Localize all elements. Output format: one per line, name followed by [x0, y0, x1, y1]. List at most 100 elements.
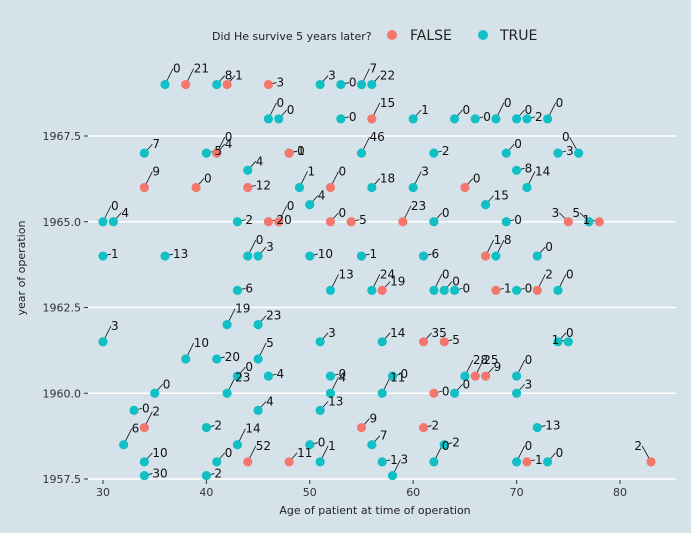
- point-label: 0: [142, 401, 150, 415]
- point-label: 7: [370, 62, 378, 76]
- point-true: [377, 388, 387, 398]
- point-label: 1: [328, 439, 336, 453]
- point-label: 0: [463, 281, 471, 295]
- point-false: [181, 79, 191, 90]
- point-false: [480, 251, 491, 261]
- point-true: [160, 251, 170, 261]
- point-false: [243, 182, 253, 193]
- point-true: [253, 320, 263, 330]
- point-true: [222, 320, 232, 330]
- point-true: [429, 148, 439, 158]
- point-label: 0: [525, 281, 533, 295]
- point-true: [356, 251, 367, 261]
- point-true: [263, 371, 274, 381]
- point-label: 2: [152, 405, 160, 419]
- point-label: 3: [552, 206, 560, 220]
- point-label: 8: [225, 69, 233, 83]
- point-label: 3: [111, 319, 119, 333]
- point-label: 9: [494, 360, 502, 374]
- x-axis-title: Age of patient at time of operation: [279, 504, 470, 517]
- point-false: [325, 182, 336, 193]
- point-false: [367, 114, 377, 124]
- point-true: [98, 217, 108, 227]
- point-true: [408, 114, 418, 124]
- point-false: [284, 148, 294, 158]
- point-label: 35: [432, 326, 447, 340]
- point-label: 0: [525, 353, 533, 367]
- point-label: 0: [463, 377, 471, 391]
- point-false: [139, 422, 149, 433]
- point-false: [563, 217, 573, 227]
- point-true: [181, 354, 191, 364]
- point-true: [232, 285, 243, 295]
- point-true: [367, 79, 377, 90]
- point-label: 5: [266, 336, 274, 350]
- point-true: [574, 148, 584, 158]
- point-false: [243, 457, 253, 467]
- point-label: 4: [318, 189, 326, 203]
- point-true: [522, 182, 532, 193]
- point-true: [98, 251, 108, 261]
- point-true: [460, 371, 470, 381]
- point-false: [418, 422, 429, 433]
- point-true: [439, 285, 449, 295]
- point-label: 1: [504, 281, 512, 295]
- point-label: 13: [328, 394, 343, 408]
- point-label: 2: [535, 110, 543, 124]
- point-label: 4: [266, 394, 274, 408]
- point-label: 28: [473, 353, 488, 367]
- point-true: [315, 79, 325, 90]
- point-false: [532, 285, 542, 295]
- point-true: [501, 148, 511, 158]
- point-true: [356, 148, 367, 158]
- point-label: 4: [338, 370, 346, 384]
- point-label: 5: [359, 213, 367, 227]
- point-true: [563, 337, 573, 347]
- point-label: 4: [256, 154, 264, 168]
- point-true: [439, 440, 449, 450]
- point-label: 0: [442, 206, 450, 220]
- point-true: [315, 337, 325, 347]
- point-true: [408, 182, 418, 193]
- point-label: 0: [483, 110, 491, 124]
- point-label: 3: [328, 326, 336, 340]
- point-label: 1: [235, 69, 243, 83]
- axes: 30 40 50 60 70 80 1957.51960.01962.51965.0196…: [15, 130, 627, 517]
- x-tick-label: 40: [199, 486, 213, 499]
- point-label: 23: [235, 370, 250, 384]
- point-label: 0: [556, 446, 564, 460]
- point-label: 0: [276, 96, 284, 110]
- point-true: [263, 114, 274, 124]
- point-true: [201, 148, 211, 158]
- point-label: 52: [256, 439, 271, 453]
- point-label: 15: [494, 189, 509, 203]
- point-label: 14: [535, 164, 550, 178]
- x-tick-label: 80: [613, 486, 627, 499]
- point-true: [212, 354, 222, 364]
- point-label: 3: [266, 240, 274, 254]
- point-true: [305, 251, 315, 261]
- point-true: [553, 337, 563, 347]
- point-false: [522, 457, 532, 467]
- point-label: 9: [370, 412, 378, 426]
- point-label: 0: [163, 377, 171, 391]
- point-true: [501, 217, 511, 227]
- point-true: [584, 217, 594, 227]
- point-label: 0: [514, 213, 522, 227]
- point-label: 19: [390, 274, 405, 288]
- legend-key-false: [387, 30, 397, 40]
- point-true: [253, 354, 263, 364]
- point-label: 0: [566, 267, 574, 281]
- point-label: 10: [152, 446, 167, 460]
- point-false: [212, 148, 222, 158]
- point-true: [429, 457, 439, 467]
- point-true: [543, 457, 553, 467]
- point-true: [387, 470, 398, 481]
- point-label: 20: [225, 350, 240, 364]
- point-false: [491, 285, 501, 295]
- y-tick-label: 1957.5: [43, 473, 82, 486]
- point-true: [470, 114, 480, 124]
- point-true: [449, 285, 460, 295]
- point-true: [222, 388, 232, 398]
